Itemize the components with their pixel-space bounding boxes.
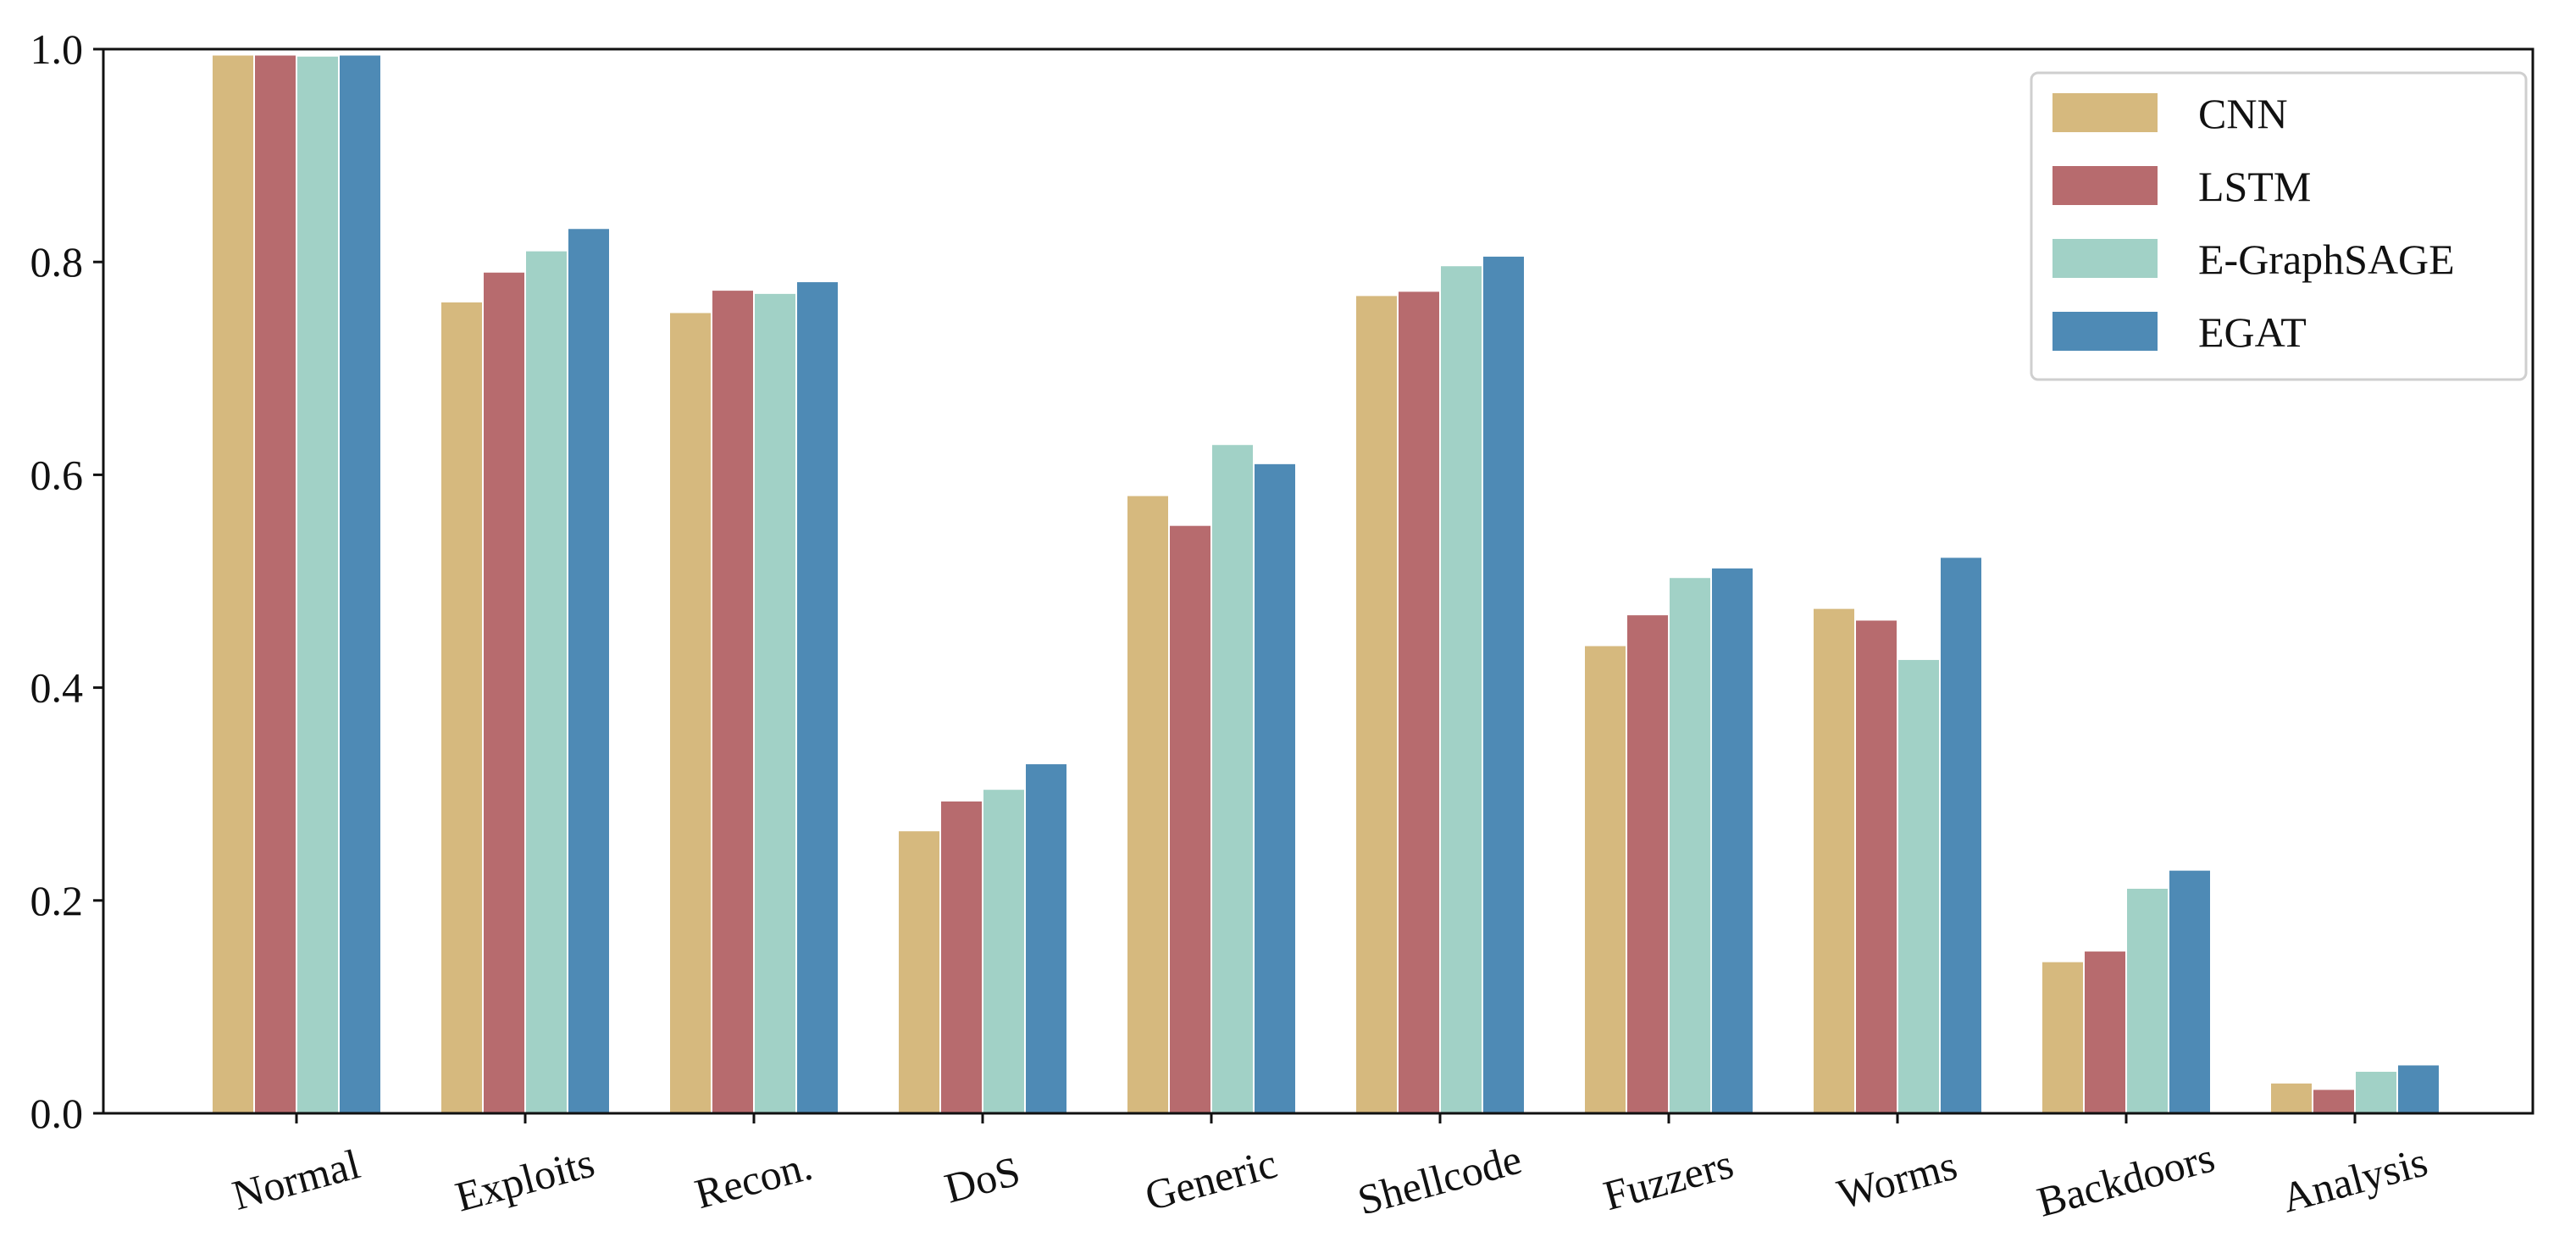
bar-cnn-fuzzers bbox=[1585, 646, 1626, 1113]
bar-egat-analysis bbox=[2398, 1065, 2439, 1113]
bar-lstm-fuzzers bbox=[1627, 615, 1668, 1113]
x-tick-label: Worms bbox=[1832, 1140, 1962, 1217]
y-tick-label: 0.8 bbox=[30, 238, 84, 286]
axes-layer bbox=[102, 47, 2534, 1115]
legend: CNN LSTM E-GraphSAGE EGAT bbox=[2030, 71, 2528, 381]
x-tick-label: Analysis bbox=[2277, 1137, 2433, 1221]
bar-egat-shellcode bbox=[1483, 256, 1524, 1113]
bar-e-graphsage-normal bbox=[297, 56, 338, 1114]
bar-e-graphsage-worms bbox=[1898, 659, 1939, 1113]
legend-label: EGAT bbox=[2198, 308, 2307, 356]
bar-lstm-exploits bbox=[484, 272, 524, 1113]
y-tick-label: 0.0 bbox=[30, 1090, 84, 1137]
bar-lstm-normal bbox=[255, 55, 296, 1113]
bar-egat-backdoors bbox=[2169, 870, 2210, 1113]
bar-cnn-generic bbox=[1127, 496, 1168, 1113]
bar-egat-normal bbox=[340, 55, 380, 1113]
bar-lstm-worms bbox=[1856, 620, 1897, 1113]
x-tick-label: Shellcode bbox=[1353, 1135, 1526, 1224]
x-tick-label: Fuzzers bbox=[1598, 1140, 1738, 1219]
bar-egat-generic bbox=[1255, 463, 1295, 1113]
bar-e-graphsage-fuzzers bbox=[1670, 578, 1710, 1113]
bars-layer bbox=[213, 55, 2439, 1114]
bar-cnn-backdoors bbox=[2042, 962, 2083, 1113]
x-tick-label: DoS bbox=[939, 1147, 1024, 1212]
bar-egat-fuzzers bbox=[1712, 568, 1753, 1113]
legend-swatch bbox=[2052, 312, 2158, 351]
legend-box bbox=[2030, 71, 2528, 381]
bar-cnn-recon- bbox=[670, 313, 711, 1113]
x-tick-label: Normal bbox=[227, 1140, 364, 1219]
bar-egat-exploits bbox=[568, 229, 609, 1113]
bar-e-graphsage-generic bbox=[1212, 445, 1253, 1113]
y-tick-label: 0.6 bbox=[30, 451, 84, 498]
bar-egat-worms bbox=[1941, 557, 1981, 1113]
x-tick-label: Exploits bbox=[451, 1138, 600, 1220]
legend-swatch bbox=[2052, 93, 2158, 132]
x-tick-label: Backdoors bbox=[2032, 1133, 2219, 1225]
y-tick-label: 1.0 bbox=[30, 25, 84, 73]
bar-e-graphsage-exploits bbox=[526, 251, 567, 1113]
bar-e-graphsage-backdoors bbox=[2127, 888, 2168, 1113]
bar-e-graphsage-recon- bbox=[755, 293, 795, 1113]
legend-swatch bbox=[2052, 239, 2158, 278]
bar-cnn-shellcode bbox=[1356, 296, 1397, 1114]
bar-cnn-normal bbox=[213, 55, 253, 1113]
bar-e-graphsage-shellcode bbox=[1441, 266, 1482, 1113]
legend-label: LSTM bbox=[2198, 163, 2311, 210]
bar-lstm-backdoors bbox=[2085, 951, 2125, 1113]
legend-swatch bbox=[2052, 166, 2158, 205]
x-tick-label: Generic bbox=[1140, 1140, 1282, 1220]
bar-cnn-dos bbox=[899, 831, 939, 1113]
bar-egat-recon- bbox=[797, 282, 838, 1114]
y-tick-label: 0.2 bbox=[30, 877, 84, 924]
legend-label: E-GraphSAGE bbox=[2198, 236, 2455, 283]
bar-cnn-worms bbox=[1814, 608, 1854, 1113]
x-tick-label: Recon. bbox=[690, 1141, 817, 1217]
bar-cnn-analysis bbox=[2271, 1083, 2312, 1113]
legend-label: CNN bbox=[2198, 90, 2288, 137]
bar-cnn-exploits bbox=[441, 302, 482, 1114]
plot-frame bbox=[102, 47, 2534, 1115]
bar-lstm-analysis bbox=[2313, 1090, 2354, 1113]
bar-lstm-recon- bbox=[712, 291, 753, 1113]
bar-lstm-dos bbox=[941, 801, 982, 1113]
bar-e-graphsage-analysis bbox=[2356, 1072, 2396, 1113]
bar-egat-dos bbox=[1026, 764, 1066, 1113]
bar-lstm-shellcode bbox=[1399, 291, 1439, 1113]
bar-lstm-generic bbox=[1170, 525, 1210, 1113]
bar-e-graphsage-dos bbox=[983, 790, 1024, 1113]
y-tick-label: 0.4 bbox=[30, 664, 84, 712]
